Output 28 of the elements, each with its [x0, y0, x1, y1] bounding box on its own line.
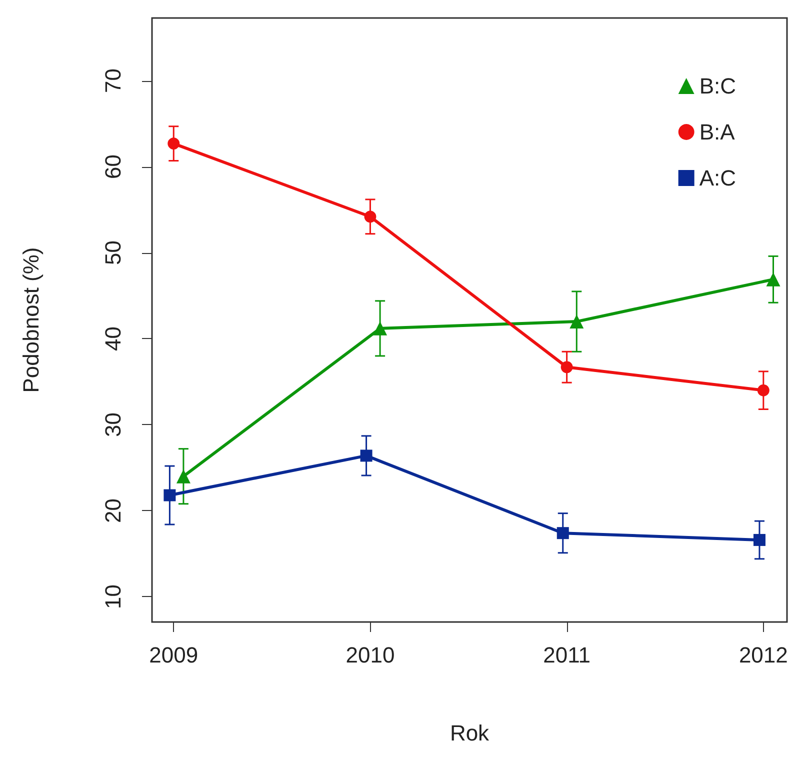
x-tick-label: 2011 — [543, 642, 590, 668]
point — [753, 534, 766, 546]
x-tick-label: 2009 — [149, 642, 198, 668]
legend-label: B:A — [699, 120, 736, 144]
y-tick-label: 20 — [100, 498, 126, 523]
y-tick-label: 10 — [100, 584, 126, 609]
point — [168, 138, 180, 150]
y-axis-title: Podobnost (%) — [18, 247, 44, 393]
y-tick-label: 50 — [100, 240, 126, 265]
point — [766, 272, 780, 286]
y-tick-label: 60 — [100, 154, 126, 180]
point — [164, 489, 176, 502]
legend-label: B:C — [699, 74, 736, 98]
point — [360, 450, 372, 462]
point — [570, 314, 584, 329]
point — [757, 384, 770, 396]
legend-label: A:C — [699, 166, 736, 190]
point — [373, 321, 388, 336]
point — [556, 527, 569, 540]
x-tick-label: 2012 — [738, 642, 788, 668]
y-tick-label: 40 — [100, 326, 126, 351]
x-tick-label: 2010 — [346, 642, 395, 668]
y-tick-label: 70 — [100, 68, 126, 94]
x-axis-title: Rok — [450, 720, 490, 746]
point — [560, 361, 573, 374]
y-tick-label: 30 — [100, 412, 126, 437]
point — [364, 210, 376, 223]
point — [176, 469, 190, 484]
